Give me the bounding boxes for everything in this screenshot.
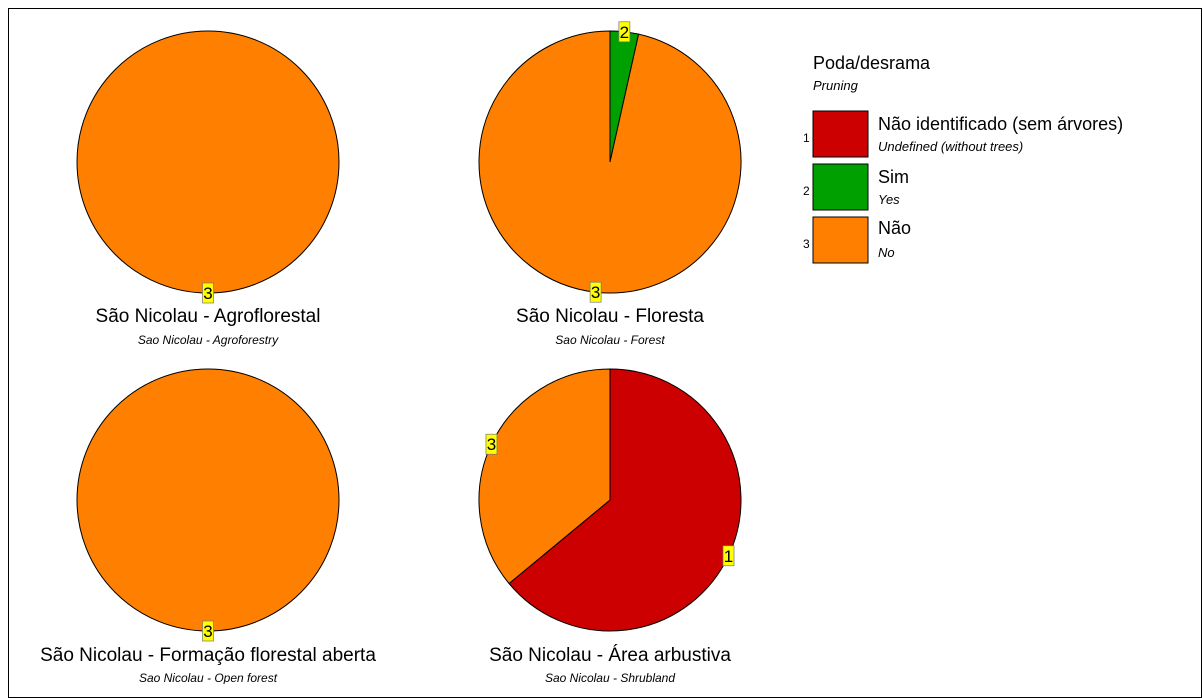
pie-chart-3: 3 São Nicolau - Formação florestal aberta… [40,368,376,684]
pie-1-slice-3 [76,30,340,294]
pie-chart-4: 1 3 São Nicolau - Área arbustiva Sao Nicola… [478,368,742,684]
pie-1-label-box-3 [202,282,214,304]
legend-item-3-swatch [812,216,869,264]
pie-2-label-box-2 [618,21,631,43]
legend-item-2-sublabel: Yes [878,192,900,207]
pie-1-subtitle: Sao Nicolau - Agroforestry [138,333,279,347]
pie-4-title: São Nicolau - Área arbustiva [489,645,731,666]
pie-4-label-box-1 [722,545,735,567]
pie-3-label-3: 3 [203,622,212,641]
pie-4-label-3: 3 [487,435,496,454]
pie-3-title: São Nicolau - Formação florestal aberta [40,645,376,666]
pie-4-label-box-3 [485,433,498,455]
legend-item-1-swatch [812,110,869,158]
legend-item-3-label: Não [878,218,911,238]
pie-2-subtitle: Sao Nicolau - Forest [555,333,665,347]
legend-item-3-code: 3 [803,237,810,251]
legend-subtitle: Pruning [813,78,859,93]
legend-item-1-sublabel: Undefined (without trees) [878,139,1023,154]
legend: Poda/desrama Pruning 1 Não identificado … [803,53,1123,264]
legend-item-3-sublabel: No [878,245,895,260]
pie-3-slice-3 [76,368,340,632]
pie-3-label-box-3 [202,620,214,642]
pie-2-title: São Nicolau - Floresta [516,306,704,327]
pie-2-label-box-3 [589,281,602,303]
pie-1-label-3: 3 [203,284,212,303]
pie-chart-2: 2 3 São Nicolau - Floresta Sao Nicolau - Fo… [478,21,742,347]
pie-4-subtitle: Sao Nicolau - Shrubland [545,671,675,684]
legend-item-1-code: 1 [803,131,810,145]
pie-2-slice-3 [478,30,742,294]
pie-3-subtitle: Sao Nicolau - Open forest [139,671,278,684]
legend-item-2-code: 2 [803,184,810,198]
pie-2-label-2: 2 [620,23,629,42]
legend-title: Poda/desrama [813,53,931,73]
legend-item-1-label: Não identificado (sem árvores) [878,114,1123,134]
pie-2-label-3: 3 [591,283,600,302]
legend-item-2-swatch [812,163,869,211]
chart-canvas: 3 São Nicolau - Agroflorestal Sao Nicolau … [40,21,1123,684]
pie-1-title: São Nicolau - Agroflorestal [96,306,321,327]
pie-chart-1: 3 São Nicolau - Agroflorestal Sao Nicolau … [76,30,340,347]
pie-4-label-1: 1 [724,547,733,566]
legend-item-2-label: Sim [878,167,909,187]
